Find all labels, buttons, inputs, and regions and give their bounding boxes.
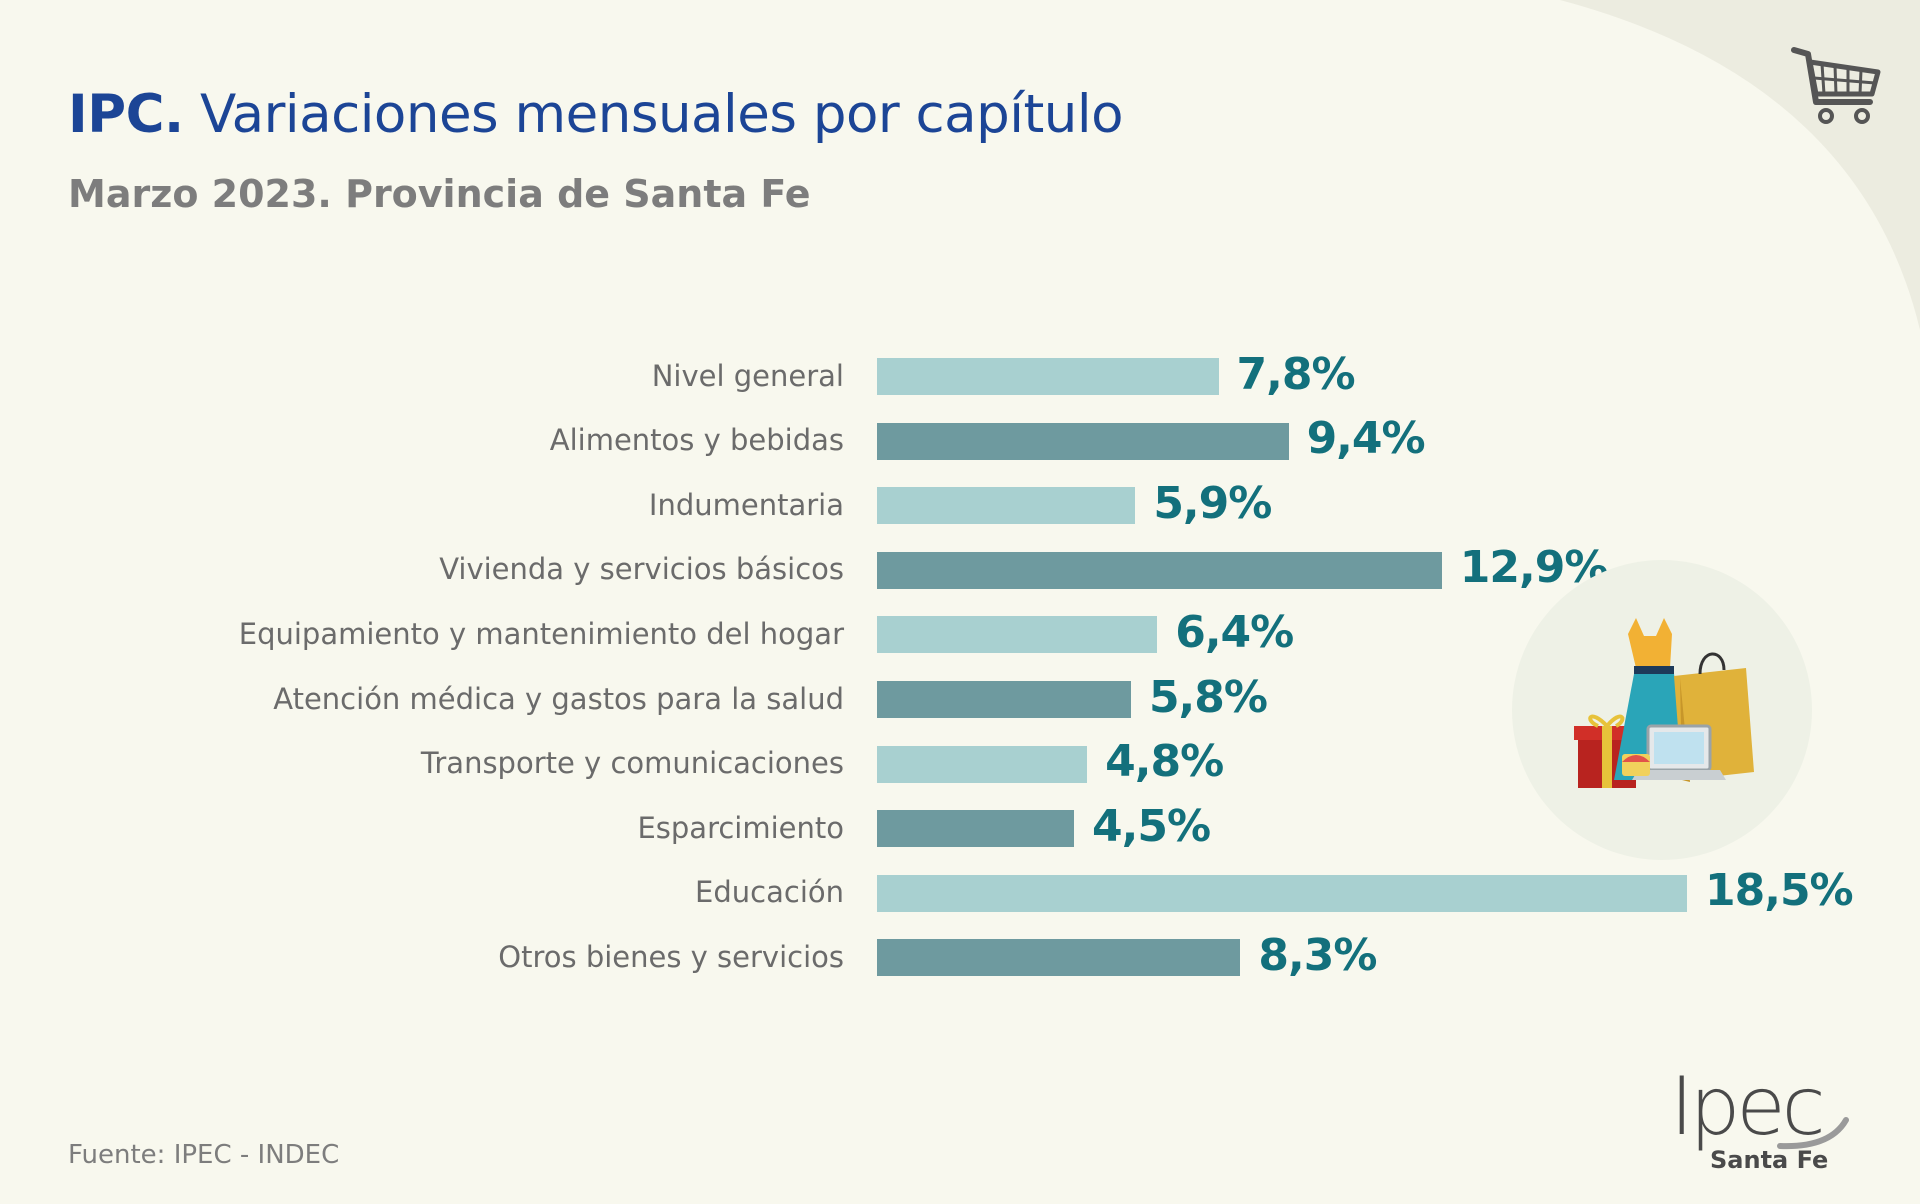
category-label: Equipamiento y mantenimiento del hogar [238,616,844,651]
ipec-logo: Ipec Santa Fe [1660,1060,1860,1178]
source-note: Fuente: IPEC - INDEC [68,1140,340,1170]
shopping-items-icon [1512,560,1812,860]
category-label: Transporte y comunicaciones [420,746,844,781]
value-label: 7,8% [1236,348,1356,400]
subtitle-bold: Marzo 2023. [68,172,332,216]
value-label: 8,3% [1258,929,1377,981]
value-label: 18,5% [1705,865,1854,917]
value-label: 5,9% [1153,477,1272,529]
category-label: Alimentos y bebidas [549,423,844,458]
bar [877,422,1289,460]
value-label: 4,8% [1105,736,1224,788]
bar [877,681,1131,718]
category-label: Esparcimiento [637,810,844,845]
bar [877,551,1442,589]
subtitle-rest: Provincia de Santa Fe [345,172,811,216]
category-label: Nivel general [651,358,844,393]
bar [877,874,1687,912]
title-bold: IPC. [68,84,184,145]
category-label: Atención médica y gastos para la salud [273,681,844,716]
logo-swoosh [1777,1117,1849,1150]
value-label: 9,4% [1306,413,1426,465]
bar [877,487,1136,525]
page-subtitle: Marzo 2023. Provincia de Santa Fe [68,172,811,216]
bar [877,939,1241,977]
bar [877,616,1158,654]
page-title: IPC. Variaciones mensuales por capítulo [68,84,1124,145]
shopping-cart-icon [1791,47,1881,124]
bar [877,745,1088,783]
title-rest: Variaciones mensuales por capítulo [199,84,1124,145]
value-label: 4,5% [1092,800,1211,852]
bar [877,810,1075,848]
value-label: 5,8% [1148,671,1268,723]
category-label: Indumentaria [648,487,844,522]
category-label: Vivienda y servicios básicos [439,552,844,587]
logo-subtitle: Santa Fe [1710,1146,1829,1174]
category-label: Otros bienes y servicios [498,939,844,974]
category-label: Educación [695,875,844,910]
value-label: 6,4% [1175,606,1294,658]
bar [877,358,1219,395]
logo-text: Ipec [1670,1060,1826,1153]
